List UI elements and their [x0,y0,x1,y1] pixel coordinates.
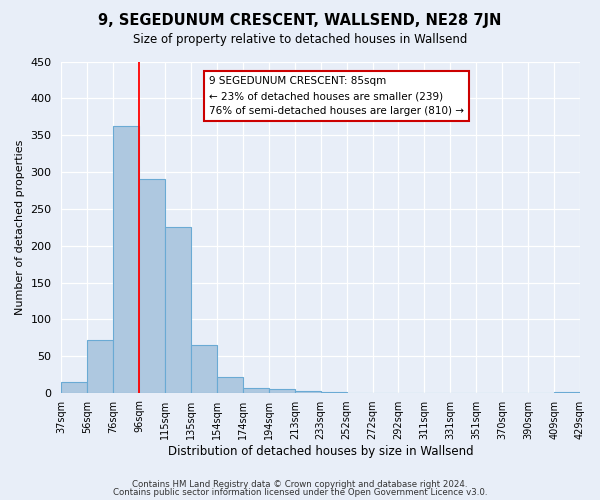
Text: Contains public sector information licensed under the Open Government Licence v3: Contains public sector information licen… [113,488,487,497]
Y-axis label: Number of detached properties: Number of detached properties [15,140,25,315]
Bar [217,377,243,393]
Bar [139,180,165,393]
Bar [321,392,347,393]
Bar [191,346,217,393]
Bar [165,228,191,393]
Bar [61,382,88,393]
Text: 9 SEGEDUNUM CRESCENT: 85sqm
← 23% of detached houses are smaller (239)
76% of se: 9 SEGEDUNUM CRESCENT: 85sqm ← 23% of det… [209,76,464,116]
Bar [88,340,113,393]
Bar [554,392,580,393]
Text: Contains HM Land Registry data © Crown copyright and database right 2024.: Contains HM Land Registry data © Crown c… [132,480,468,489]
Bar [113,126,139,393]
X-axis label: Distribution of detached houses by size in Wallsend: Distribution of detached houses by size … [168,444,473,458]
Bar [295,391,321,393]
Text: Size of property relative to detached houses in Wallsend: Size of property relative to detached ho… [133,32,467,46]
Bar [243,388,269,393]
Bar [269,389,295,393]
Text: 9, SEGEDUNUM CRESCENT, WALLSEND, NE28 7JN: 9, SEGEDUNUM CRESCENT, WALLSEND, NE28 7J… [98,12,502,28]
